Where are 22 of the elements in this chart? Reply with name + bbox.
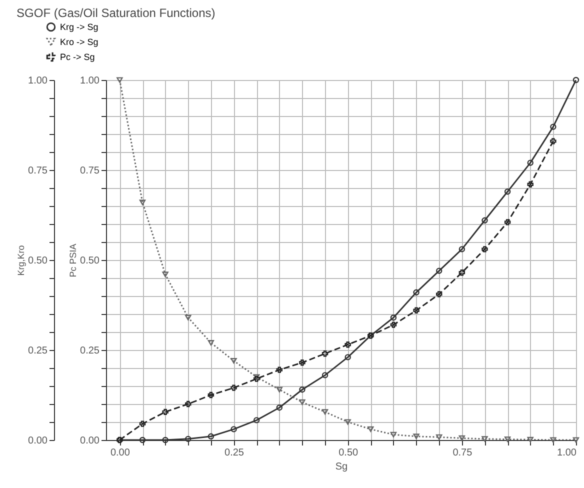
y-tick-label: 0.25 [28,346,48,356]
y2-tick-label: 0.75 [80,166,100,176]
legend-label: Krg -> Sg [60,22,98,32]
legend-label: Kro -> Sg [60,37,98,47]
x-tick-label: 0.75 [452,448,473,458]
x-tick-label: 0.50 [338,448,359,458]
x-tick-label: 1.00 [557,448,577,458]
x-tick-label: 0.25 [224,448,244,458]
y2-tick-label: 0.25 [80,346,100,356]
y-tick-label: 1.00 [28,76,48,86]
y-tick-label: 0.50 [28,256,48,266]
x-axis-title: Sg [335,462,348,472]
y2-axis-title: Pc PSIA [68,244,78,278]
chart-title: SGOF (Gas/Oil Saturation Functions) [16,6,216,20]
y2-tick-label: 0.00 [80,436,100,446]
y2-tick-label: 0.50 [80,256,100,266]
y-tick-label: 0.75 [28,166,48,176]
y2-tick-label: 1.00 [80,76,100,86]
y-axis-title: Krg,Kro [16,245,26,276]
legend-label: Pc -> Sg [60,52,95,62]
y-tick-label: 0.00 [28,436,48,446]
x-tick-label: 0.00 [110,448,130,458]
